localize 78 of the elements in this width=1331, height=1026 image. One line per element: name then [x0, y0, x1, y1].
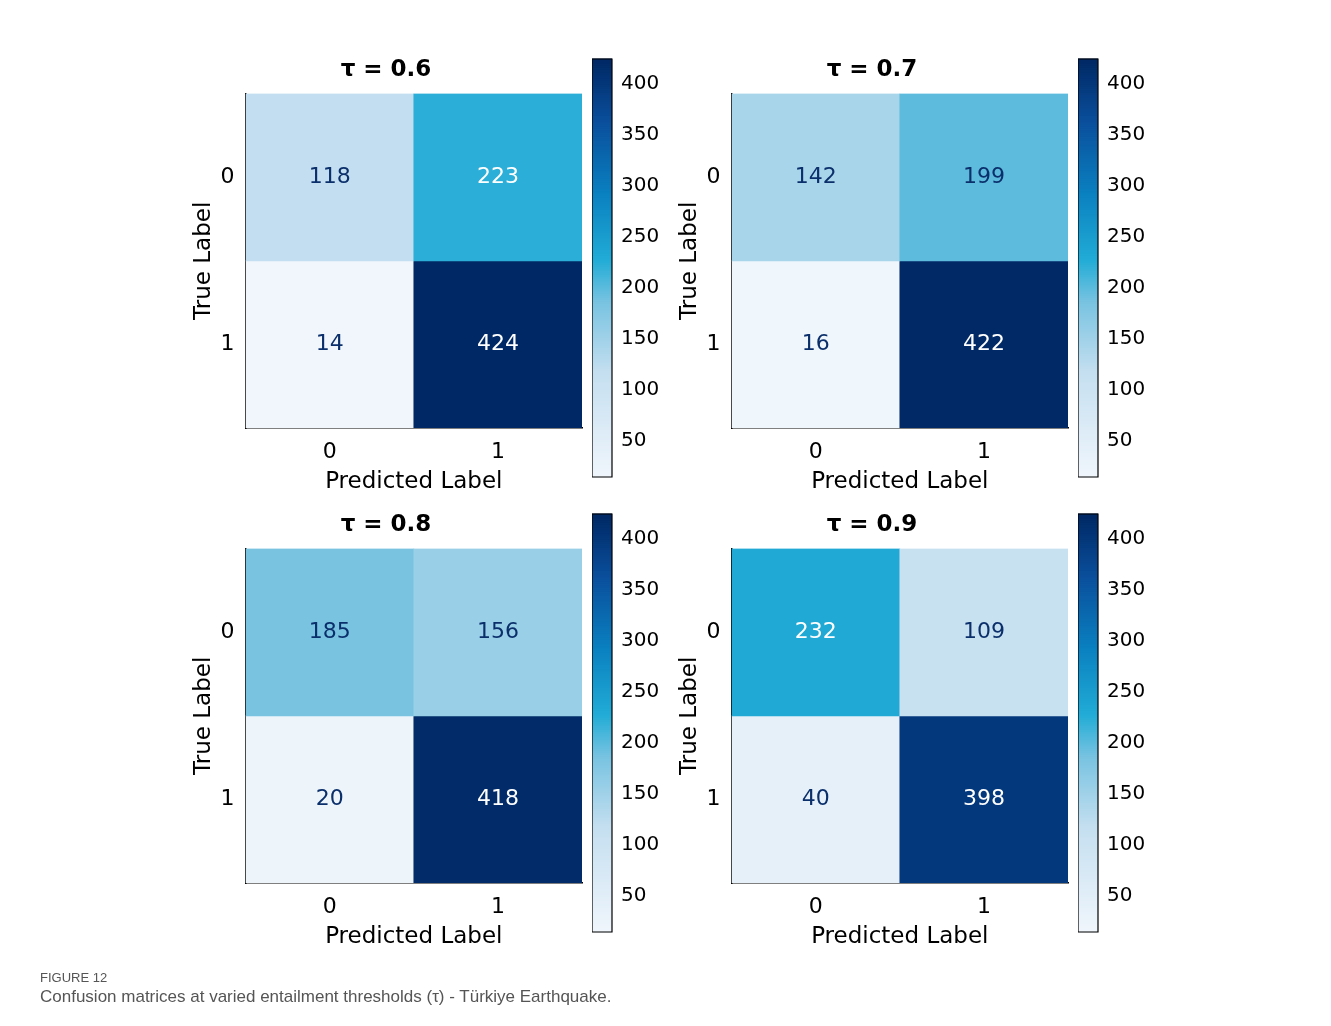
- y-tick-label: 0: [220, 617, 235, 643]
- data-label: 424: [476, 330, 519, 356]
- y-axis-title: True Label: [188, 201, 215, 321]
- color-bar-label: 150: [621, 324, 660, 349]
- x-tick-label: 1: [490, 892, 505, 918]
- y-tick-label: 1: [706, 330, 721, 356]
- y-axis-title: True Label: [188, 656, 215, 776]
- color-bar-label: 200: [621, 273, 660, 298]
- x-axis-title: Predicted Label: [811, 467, 989, 494]
- color-bar-label: 200: [1107, 728, 1146, 753]
- color-bar-label: 350: [1107, 120, 1146, 145]
- data-label: 223: [476, 162, 519, 188]
- color-bar-label: 100: [1107, 830, 1146, 855]
- y-tick-label: 1: [706, 785, 721, 811]
- color-bar-label: 150: [1107, 324, 1146, 349]
- color-bar-label: 50: [621, 426, 647, 451]
- chart-title: τ = 0.6: [340, 54, 432, 81]
- x-tick-label: 0: [322, 437, 337, 463]
- color-bar-label: 50: [1107, 426, 1133, 451]
- color-bar-label: 300: [1107, 171, 1146, 196]
- color-bar-label: 400: [1107, 524, 1146, 549]
- color-bar-label: 250: [621, 677, 660, 702]
- x-axis-title: Predicted Label: [811, 922, 989, 949]
- chart-title: τ = 0.9: [826, 509, 918, 536]
- color-bar-label: 50: [1107, 881, 1133, 906]
- y-tick-label: 0: [220, 162, 235, 188]
- data-label: 118: [308, 162, 351, 188]
- color-bar-label: 200: [621, 728, 660, 753]
- x-tick-label: 1: [976, 892, 991, 918]
- color-bar-label: 350: [1107, 575, 1146, 600]
- x-tick-label: 0: [322, 892, 337, 918]
- color-bar-label: 250: [1107, 677, 1146, 702]
- color-bar-label: 400: [621, 524, 660, 549]
- x-axis-title: Predicted Label: [325, 467, 503, 494]
- y-axis-title: True Label: [674, 656, 701, 776]
- color-bar-label: 400: [621, 69, 660, 94]
- x-tick-label: 0: [808, 437, 823, 463]
- caption: FIGURE 12: [40, 970, 109, 987]
- data-label: 199: [962, 162, 1005, 188]
- color-bar-label: 350: [621, 575, 660, 600]
- data-label: 20: [315, 785, 344, 811]
- data-label: 109: [962, 617, 1005, 643]
- data-label: 156: [476, 617, 519, 643]
- color-bar-label: 250: [621, 222, 660, 247]
- color-bar-label: 300: [1107, 626, 1146, 651]
- color-bar-label: 250: [1107, 222, 1146, 247]
- color-bar-label: 100: [1107, 375, 1146, 400]
- data-label: 16: [801, 330, 830, 356]
- chart-title: τ = 0.8: [340, 509, 432, 536]
- color-bar-label: 100: [621, 375, 660, 400]
- y-tick-label: 1: [220, 330, 235, 356]
- x-axis-title: Predicted Label: [325, 922, 503, 949]
- y-tick-label: 0: [706, 162, 721, 188]
- color-bar-label: 400: [1107, 69, 1146, 94]
- color-bar-label: 350: [621, 120, 660, 145]
- text: Confusion matrices at varied entailment thresholds (τ) - Türkiye Earthquake.: [40, 986, 612, 1008]
- data-label: 418: [476, 785, 519, 811]
- y-tick-label: 0: [706, 617, 721, 643]
- y-tick-label: 1: [220, 785, 235, 811]
- color-bar-label: 50: [621, 881, 647, 906]
- color-bar-label: 300: [621, 171, 660, 196]
- color-bar-label: 300: [621, 626, 660, 651]
- data-label: 142: [794, 162, 837, 188]
- y-axis-title: True Label: [674, 201, 701, 321]
- data-label: 14: [315, 330, 344, 356]
- x-tick-label: 1: [490, 437, 505, 463]
- color-bar-label: 200: [1107, 273, 1146, 298]
- data-label: 398: [962, 785, 1005, 811]
- color-bar-label: 150: [1107, 779, 1146, 804]
- color-bar-label: 100: [621, 830, 660, 855]
- data-label: 185: [308, 617, 351, 643]
- color-bar-label: 150: [621, 779, 660, 804]
- x-tick-label: 1: [976, 437, 991, 463]
- data-label: 232: [794, 617, 837, 643]
- x-tick-label: 0: [808, 892, 823, 918]
- data-label: 40: [801, 785, 830, 811]
- chart-title: τ = 0.7: [826, 54, 918, 81]
- data-label: 422: [962, 330, 1005, 356]
